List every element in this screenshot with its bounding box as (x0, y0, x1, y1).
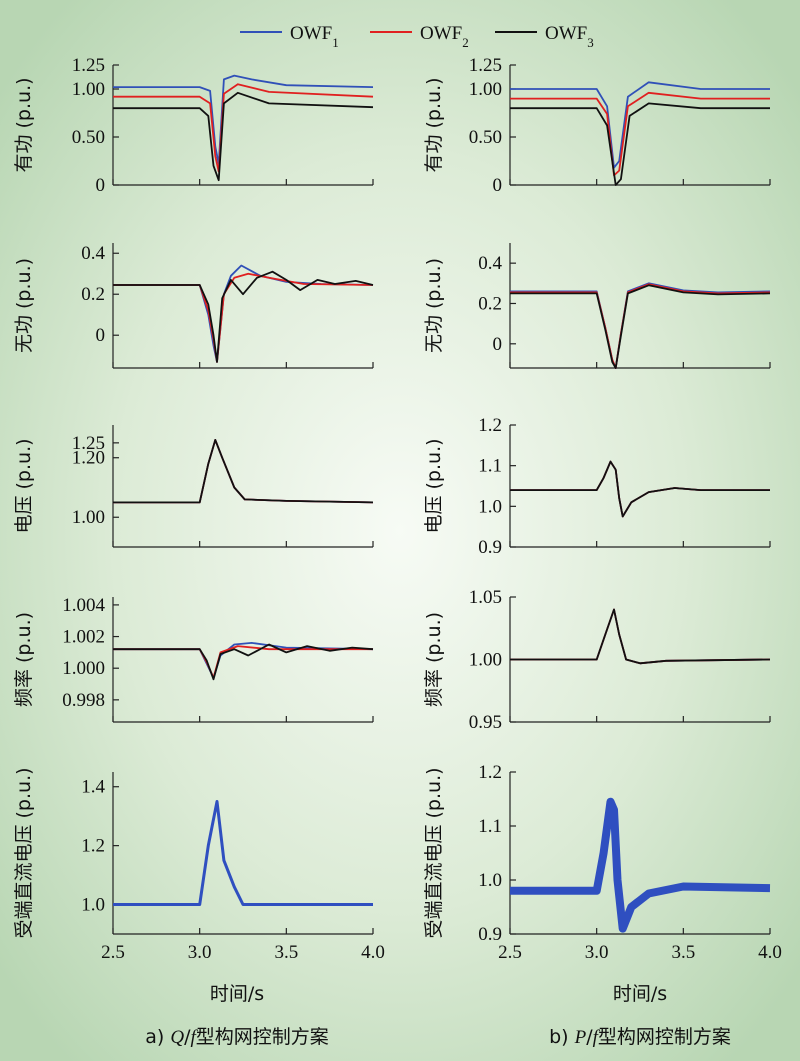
y-tick-label-a1-0: 0 (96, 175, 106, 196)
x-tick-label-a5-3: 4.0 (361, 942, 385, 963)
series-b1-OWF1 (510, 81, 770, 169)
x-tick-label-b5-2: 3.5 (671, 942, 695, 963)
y-tick-label-b3-0: 0.9 (478, 537, 502, 558)
y-tick-label-a1-3: 1.25 (72, 55, 105, 76)
x-tick-label-a5-1: 3.0 (188, 942, 212, 963)
series-b4-OWF3 (510, 608, 771, 665)
panel-a5: 2.5 3.0 3.5 4.0 1.0 1.2 1.4 受端直流电压 (p.u.) (13, 767, 385, 963)
series-a4-OWF3 (113, 643, 374, 681)
y-tick-label-b3-3: 1.2 (478, 415, 502, 436)
x-tick-label-b5-1: 3.0 (585, 942, 609, 963)
panel-a4: 0.998 1.000 1.002 1.004 频率 (p.u.) (13, 595, 374, 723)
series-a1-OWF3 (113, 91, 374, 182)
y-tick-label-b3-2: 1.1 (478, 456, 502, 477)
y-tick-label-b2-2: 0.4 (478, 253, 502, 274)
panel-b1: 0 0.50 1.00 1.25 有功 (p.u.) (423, 55, 771, 196)
x-tick-label-a5-0: 2.5 (101, 942, 125, 963)
y-tick-label-b5-1: 1.0 (478, 870, 502, 891)
panel-a2: 0 0.2 0.4 无功 (p.u.) (13, 243, 374, 369)
y-tick-label-a1-1: 0.50 (72, 127, 105, 148)
x-tick-label-a5-2: 3.5 (274, 942, 298, 963)
panel-b3: 0.9 1.0 1.1 1.2 电压 (p.u.) (423, 415, 771, 558)
y-tick-label-a4-3: 1.004 (62, 595, 105, 616)
y-tick-label-a4-2: 1.002 (62, 627, 105, 648)
y-tick-label-b1-0: 0 (493, 175, 503, 196)
y-tick-label-b4-0: 0.95 (469, 712, 502, 733)
series-a3-OWF3 (113, 439, 374, 504)
y-axis-label-b3: 电压 (p.u.) (423, 438, 445, 533)
y-axis-label-b2: 无功 (p.u.) (423, 258, 445, 353)
legend-label-1: OWF1 (290, 23, 339, 50)
y-axis-label-b4: 频率 (p.u.) (423, 612, 445, 707)
y-tick-label-a3-1: 1.20 (72, 448, 105, 469)
y-axis-label-a2: 无功 (p.u.) (13, 258, 35, 353)
caption-b: b) P/f型构网控制方案 (549, 1026, 731, 1048)
series-b5-DC (510, 797, 771, 933)
panel-b5: 2.5 3.0 3.5 4.0 0.9 1.0 1.1 1.2 受端直流电压 (p.u.) (423, 762, 782, 963)
series-b1-OWF3 (510, 102, 770, 186)
x-axis-label-left: 时间/s (210, 983, 264, 1005)
y-tick-label-b5-0: 0.9 (478, 924, 502, 945)
y-tick-label-a4-0: 0.998 (62, 690, 105, 711)
y-tick-label-a5-1: 1.2 (81, 836, 105, 857)
y-tick-label-b4-2: 1.05 (469, 587, 502, 608)
x-axis-label-right: 时间/s (613, 983, 667, 1005)
legend: OWF1 OWF2 OWF3 (240, 23, 594, 50)
series-a2-OWF3 (113, 270, 374, 363)
y-axis-label-b1: 有功 (p.u.) (423, 77, 445, 172)
legend-label-2: OWF2 (420, 23, 469, 50)
series-b1-OWF2 (510, 91, 770, 177)
y-tick-label-b2-1: 0.2 (478, 293, 502, 314)
y-tick-label-b1-2: 1.00 (469, 79, 502, 100)
y-tick-label-b5-3: 1.2 (478, 762, 502, 783)
y-tick-label-a2-1: 0.2 (81, 284, 105, 305)
y-tick-label-a3-0: 1.00 (72, 507, 105, 528)
caption-a: a) Q/f型构网控制方案 (145, 1026, 329, 1048)
y-tick-label-b3-1: 1.0 (478, 496, 502, 517)
y-tick-label-a3-2: 1.25 (72, 433, 105, 454)
y-axis-label-b5: 受端直流电压 (p.u.) (423, 767, 445, 938)
y-tick-label-a5-0: 1.0 (81, 895, 105, 916)
series-b2-OWF3 (510, 284, 771, 369)
y-tick-label-a2-0: 0 (96, 325, 106, 346)
y-tick-label-a4-1: 1.000 (62, 658, 105, 679)
y-tick-label-a1-2: 1.00 (72, 79, 105, 100)
y-axis-label-a4: 频率 (p.u.) (13, 612, 35, 707)
y-axis-label-a5: 受端直流电压 (p.u.) (13, 767, 35, 938)
y-tick-label-b4-1: 1.00 (469, 650, 502, 671)
panel-b4: 0.95 1.00 1.05 频率 (p.u.) (423, 587, 771, 733)
legend-label-3: OWF3 (545, 23, 594, 50)
series-b3-OWF3 (510, 460, 770, 518)
y-axis-label-a3: 电压 (p.u.) (13, 438, 35, 533)
panel-a1: 0 0.50 1.00 1.25 有功 (p.u.) (13, 55, 374, 196)
y-tick-label-a5-2: 1.4 (81, 777, 105, 798)
panel-b2: 0 0.2 0.4 无功 (p.u.) (423, 243, 771, 369)
y-tick-label-b5-2: 1.1 (478, 816, 502, 837)
y-tick-label-a2-2: 0.4 (81, 243, 105, 264)
y-axis-label-a1: 有功 (p.u.) (13, 77, 35, 172)
series-a5-DC (113, 800, 373, 906)
panel-a3: 1.00 1.201.25 电压 (p.u.) (13, 425, 374, 548)
y-tick-label-b2-0: 0 (493, 334, 503, 355)
y-tick-label-b1-1: 0.50 (469, 127, 502, 148)
x-tick-label-b5-0: 2.5 (498, 942, 522, 963)
y-tick-label-b1-3: 1.25 (469, 55, 502, 76)
x-tick-label-b5-3: 4.0 (758, 942, 782, 963)
